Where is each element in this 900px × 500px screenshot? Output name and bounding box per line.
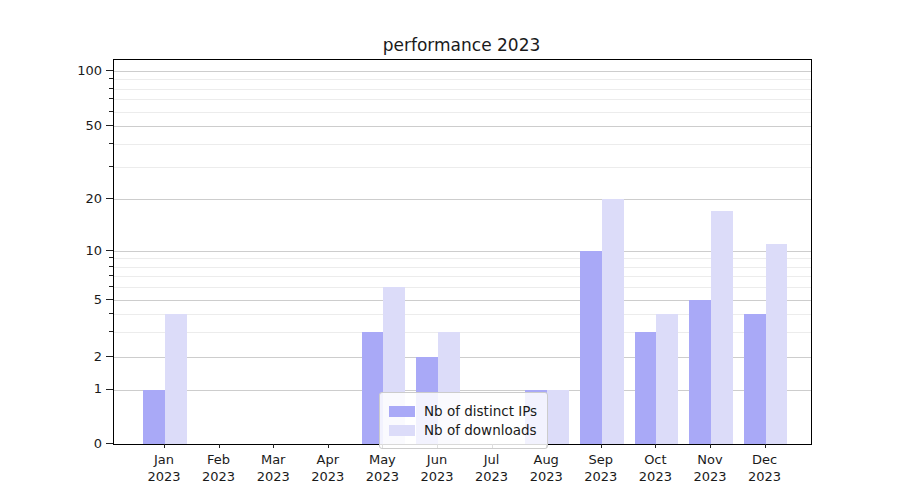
- minor-gridline: [114, 144, 811, 145]
- y-axis-tick-label: 100: [52, 64, 102, 77]
- y-axis-tick: [106, 356, 113, 357]
- minor-gridline: [114, 267, 811, 268]
- major-gridline: [114, 126, 811, 127]
- x-axis-tick: [601, 444, 602, 448]
- y-axis-minor-tick: [109, 313, 113, 314]
- bar-distinct-ips-jan: [143, 390, 165, 445]
- y-axis-tick: [106, 70, 113, 71]
- y-axis-tick: [106, 443, 113, 444]
- y-axis-minor-tick: [109, 111, 113, 112]
- bar-downloads-aug: [547, 390, 569, 445]
- y-axis-tick: [106, 299, 113, 300]
- legend-item-distinct-ips: Nb of distinct IPs: [389, 403, 537, 419]
- plot-area: Nb of distinct IPs Nb of downloads: [113, 59, 812, 445]
- minor-gridline: [114, 112, 811, 113]
- y-axis-minor-tick: [109, 257, 113, 258]
- major-gridline: [114, 71, 811, 72]
- minor-gridline: [114, 276, 811, 277]
- y-axis-tick: [106, 389, 113, 390]
- chart-title: performance 2023: [113, 35, 810, 55]
- y-axis-tick-label: 1: [52, 382, 102, 395]
- y-axis-tick: [106, 250, 113, 251]
- y-axis-minor-tick: [109, 166, 113, 167]
- bar-distinct-ips-nov: [689, 300, 711, 444]
- x-axis-tick: [164, 444, 165, 448]
- bar-distinct-ips-oct: [635, 332, 657, 444]
- minor-gridline: [114, 258, 811, 259]
- minor-gridline: [114, 287, 811, 288]
- major-gridline: [114, 199, 811, 200]
- legend-swatch-distinct-ips: [389, 406, 415, 417]
- bar-downloads-oct: [656, 314, 678, 444]
- x-axis-tick: [655, 444, 656, 448]
- y-axis-minor-tick: [109, 88, 113, 89]
- y-axis-minor-tick: [109, 143, 113, 144]
- y-axis-minor-tick: [109, 331, 113, 332]
- y-axis-tick-label: 0: [52, 437, 102, 450]
- bar-distinct-ips-dec: [744, 314, 766, 444]
- y-axis-tick-label: 20: [52, 192, 102, 205]
- y-axis-tick-label: 5: [52, 293, 102, 306]
- minor-gridline: [114, 99, 811, 100]
- legend-swatch-downloads: [389, 425, 415, 436]
- x-axis-tick: [328, 444, 329, 448]
- x-axis-tick: [765, 444, 766, 448]
- y-axis-minor-tick: [109, 98, 113, 99]
- y-axis-tick-label: 50: [52, 119, 102, 132]
- minor-gridline: [114, 167, 811, 168]
- bar-distinct-ips-sep: [580, 251, 602, 444]
- x-axis-tick-label: Dec2023: [733, 451, 797, 485]
- y-axis-minor-tick: [109, 286, 113, 287]
- minor-gridline: [114, 79, 811, 80]
- y-axis-tick-label: 10: [52, 244, 102, 257]
- x-axis-tick: [219, 444, 220, 448]
- legend-label-distinct-ips: Nb of distinct IPs: [424, 403, 537, 419]
- y-axis-tick: [106, 198, 113, 199]
- bar-downloads-sep: [602, 199, 624, 444]
- legend-label-downloads: Nb of downloads: [424, 422, 537, 438]
- y-axis-minor-tick: [109, 266, 113, 267]
- major-gridline: [114, 251, 811, 252]
- legend: Nb of distinct IPs Nb of downloads: [379, 392, 548, 449]
- y-axis-minor-tick: [109, 275, 113, 276]
- x-axis-tick-label-line: Dec: [733, 451, 797, 468]
- y-axis-minor-tick: [109, 78, 113, 79]
- bar-downloads-jan: [165, 314, 187, 444]
- bar-downloads-nov: [711, 211, 733, 444]
- chart-figure: performance 2023 Nb of distinct IPs Nb o…: [0, 0, 900, 500]
- x-axis-tick: [710, 444, 711, 448]
- x-axis-tick: [273, 444, 274, 448]
- x-axis-tick-label-line: 2023: [733, 468, 797, 485]
- y-axis-tick-label: 2: [52, 350, 102, 363]
- legend-item-downloads: Nb of downloads: [389, 422, 537, 438]
- y-axis-tick: [106, 125, 113, 126]
- minor-gridline: [114, 89, 811, 90]
- bar-downloads-dec: [766, 244, 788, 444]
